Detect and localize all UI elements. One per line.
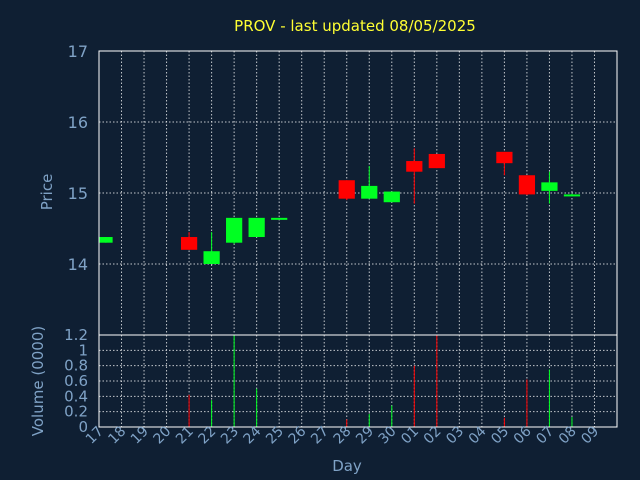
candle-body	[406, 161, 423, 172]
volume-panel-frame	[98, 334, 618, 428]
volume-tick-label: 0.8	[64, 357, 88, 375]
x-axis-label: Day	[332, 457, 362, 475]
volume-tick-label: 0.4	[64, 387, 88, 405]
price-tick-label: 15	[68, 184, 88, 203]
candle-body	[541, 182, 558, 191]
price-tick-label: 14	[68, 255, 88, 274]
candle-body	[496, 151, 513, 164]
volume-tick-label: 1	[78, 341, 88, 359]
candle-body	[271, 217, 288, 220]
price-tick-label: 17	[68, 42, 88, 61]
candle-body	[361, 185, 378, 199]
volume-axis-label: Volume (0000)	[29, 326, 47, 436]
candle-body	[203, 251, 220, 264]
x-axis: 1718192021222324252627282930010203040506…	[83, 423, 602, 447]
candle-body	[563, 194, 581, 197]
candle-body	[383, 191, 400, 203]
volume-panel: 00.20.40.60.811.2	[64, 326, 618, 436]
candle-body	[99, 237, 113, 243]
candle-body	[180, 237, 198, 250]
candle-body	[518, 175, 536, 195]
candle-body	[428, 153, 445, 169]
candle-body	[226, 217, 243, 243]
volume-tick-label: 0.6	[64, 372, 88, 390]
price-axis-label: Price	[38, 174, 56, 211]
volume-tick-label: 0.2	[64, 403, 88, 421]
price-tick-label: 16	[68, 113, 88, 132]
candle-body	[248, 217, 265, 238]
price-panel: 14 15 16 17	[68, 42, 618, 336]
candle-body	[338, 180, 355, 199]
chart-title: PROV - last updated 08/05/2025	[234, 17, 476, 35]
volume-tick-label: 1.2	[64, 326, 88, 344]
volume-tick-label: 0	[78, 418, 88, 436]
